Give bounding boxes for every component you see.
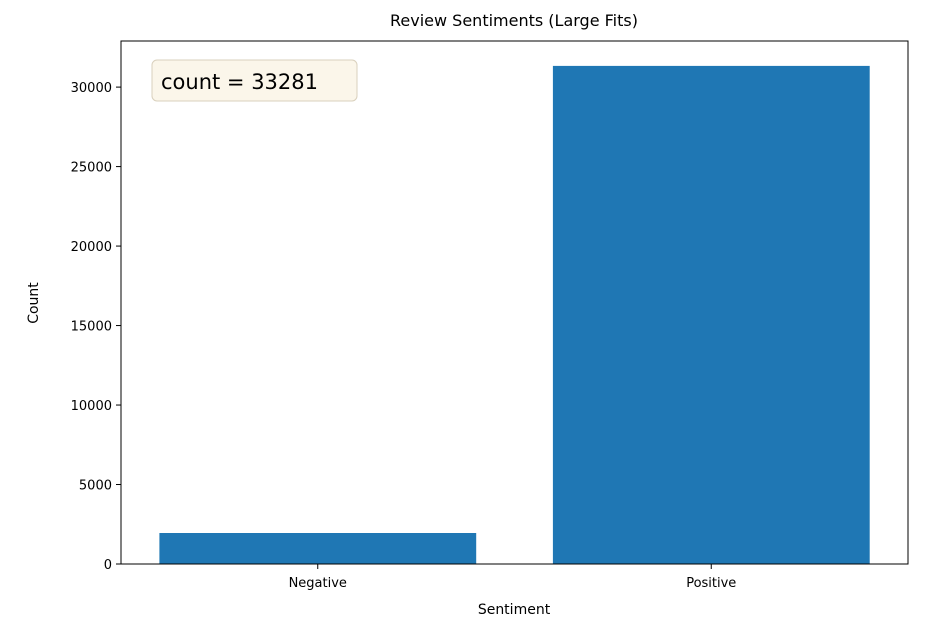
bar-negative: [159, 533, 477, 564]
y-tick-label: 25000: [71, 161, 112, 176]
plot-frame: [120, 40, 909, 565]
y-tick-label: 0: [104, 558, 112, 573]
bar-positive: [552, 65, 870, 565]
y-tick-label: 5000: [79, 479, 112, 494]
annotation-text: count = 33281: [161, 70, 318, 94]
y-tick-label: 20000: [71, 240, 112, 255]
chart-title: Review Sentiments (Large Fits): [390, 11, 638, 30]
bars-group: [159, 65, 870, 565]
x-tick-label: Negative: [289, 576, 347, 591]
x-ticks-group: Negative Positive: [289, 564, 736, 591]
y-axis-label: Count: [26, 282, 42, 324]
count-annotation: count = 33281: [151, 59, 358, 102]
y-ticks-group: 0 5000 10000 15000 20000 25000 30000: [71, 81, 121, 573]
annotation-box: [151, 59, 358, 102]
x-tick-label: Positive: [686, 576, 736, 591]
x-axis-label: Sentiment: [478, 602, 551, 618]
y-tick-label: 30000: [71, 81, 112, 96]
y-tick-label: 10000: [71, 399, 112, 414]
y-tick-label: 15000: [71, 320, 112, 335]
